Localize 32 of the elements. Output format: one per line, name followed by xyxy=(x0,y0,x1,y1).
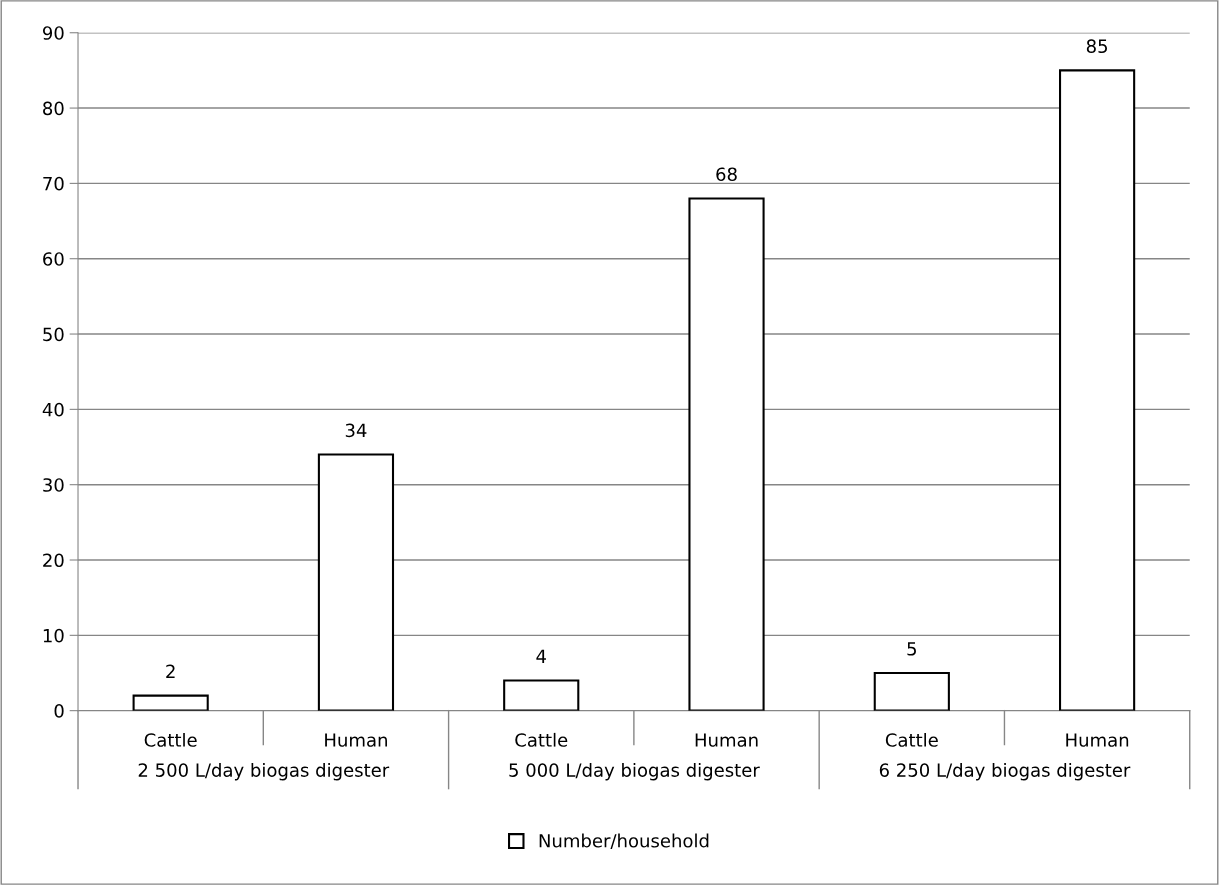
text: 6 250 L/day biogas digester xyxy=(879,762,1131,781)
legend-label: Number/household xyxy=(539,833,709,849)
y-tick-label: 0 xyxy=(54,704,64,718)
bar xyxy=(317,453,395,711)
y-tick-label: 10 xyxy=(43,628,64,643)
data-label: 68 xyxy=(716,167,737,182)
y-tick-label: 80 xyxy=(43,101,64,116)
text: 5 000 L/day biogas digester xyxy=(509,762,760,781)
data-label: 4 xyxy=(536,649,546,663)
y-tick-label: 70 xyxy=(43,176,64,191)
data-label: 5 xyxy=(907,642,916,656)
bar xyxy=(873,671,950,711)
y-tick-label: 50 xyxy=(43,327,64,342)
data-label: 2 xyxy=(166,664,175,678)
data-label: 85 xyxy=(1086,39,1108,54)
y-tick-label: 60 xyxy=(43,252,64,266)
y-tick-label: 40 xyxy=(42,402,64,417)
x-tick-label: Human xyxy=(325,733,387,747)
bar xyxy=(688,197,765,711)
y-tick-label: 90 xyxy=(42,26,64,40)
bar xyxy=(1059,69,1136,711)
x-tick-label: Cattle xyxy=(144,732,197,747)
x-tick-label: Cattle xyxy=(515,732,568,747)
x-tick-label: Cattle xyxy=(885,732,938,747)
y-tick-label: 30 xyxy=(43,478,64,492)
text: 2 500 L/day biogas digester xyxy=(138,762,390,781)
data-label: 34 xyxy=(345,423,367,438)
y-tick-label: 20 xyxy=(43,553,64,568)
x-tick-label: Human xyxy=(1066,733,1129,747)
x-tick-label: Human xyxy=(695,733,758,747)
bar xyxy=(503,679,580,711)
bar xyxy=(132,694,209,711)
